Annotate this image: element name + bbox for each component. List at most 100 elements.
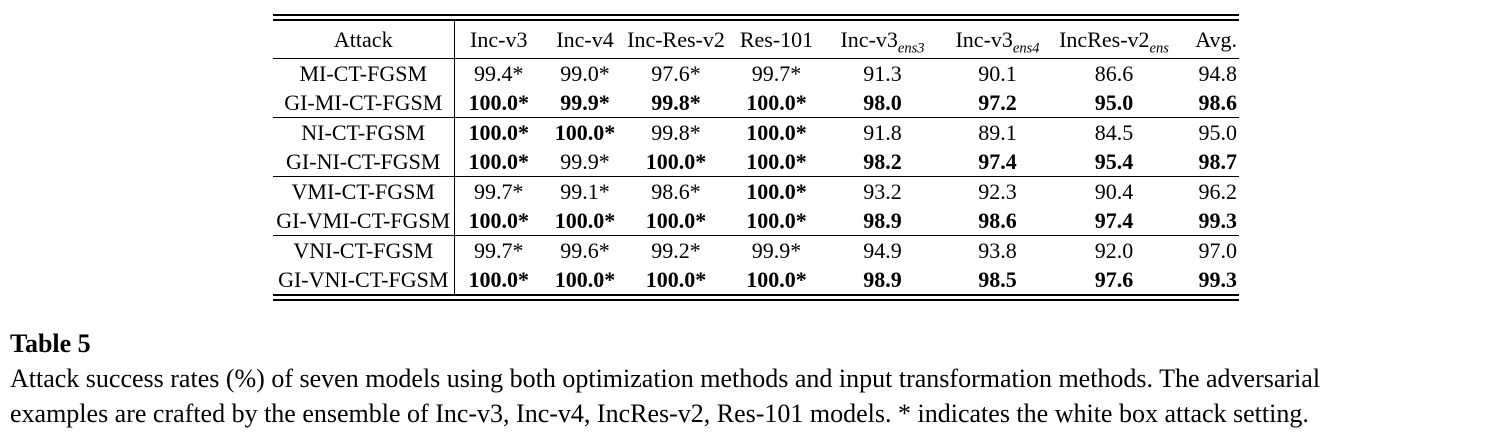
value-cell-inc-v3-ens3: 91.8 [863, 119, 902, 145]
value-cell-incres-v2-ens: 95.0 [1094, 89, 1134, 115]
value-cell-inc-v4: 99.1* [560, 178, 610, 204]
value-cell-res-101: 100.0* [746, 178, 807, 204]
value-cell-inc-v3-ens3: 98.0 [863, 89, 902, 115]
caption-line-2: examples are crafted by the ensemble of … [10, 399, 1309, 428]
value-cell-avg: 99.3 [1198, 266, 1238, 292]
value-cell-inc-res-v2: 99.2* [651, 237, 701, 263]
value-cell-incres-v2-ens: 92.0 [1094, 237, 1134, 263]
value-cell-inc-v4: 99.6* [560, 237, 610, 263]
attack-group-1: MI-CT-FGSM 99.4* 99.0* 97.6* 99.7* 91.3 90.1 86… [273, 58, 1239, 118]
value-cell-inc-v4: 99.9* [560, 89, 610, 115]
col-header-incres-v2-ens: IncRes-v2ens [1059, 26, 1169, 56]
value-cell-res-101: 99.9* [751, 237, 802, 263]
col-header-inc-v3-ens3: Inc-v3ens3 [840, 26, 925, 56]
value-cell-res-101: 100.0* [746, 207, 807, 233]
value-cell-res-101: 100.0* [746, 266, 807, 292]
value-cell-avg: 98.6 [1198, 89, 1238, 115]
value-cell-inc-v3-ens4: 97.4 [978, 148, 1017, 174]
value-cell-inc-v3: 99.7* [474, 237, 524, 263]
value-cell-inc-v3-ens3: 98.9 [863, 266, 902, 292]
value-cell-inc-v3-ens4: 89.1 [978, 119, 1017, 145]
value-cell-inc-v3-ens4: 97.2 [978, 89, 1017, 115]
col-header-inc-v3-ens4: Inc-v3ens4 [955, 26, 1040, 56]
value-cell-inc-v3-ens4: 93.8 [978, 237, 1017, 263]
value-cell-res-101: 100.0* [746, 119, 807, 145]
value-cell-inc-v3-ens3: 91.3 [863, 60, 902, 86]
value-cell-inc-res-v2: 100.0* [645, 207, 707, 233]
value-cell-avg: 97.0 [1198, 237, 1238, 263]
value-cell-inc-res-v2: 100.0* [645, 266, 707, 292]
table-row: MI-CT-FGSM 99.4* 99.0* 97.6* 99.7* 91.3 90.1 86… [273, 58, 1239, 88]
value-cell-incres-v2-ens: 97.4 [1094, 207, 1134, 233]
col-header-inc-res-v2: Inc-Res-v2 [627, 26, 725, 52]
table-row: GI-VNI-CT-FGSM 100.0* 100.0* 100.0* 100.0* 98… [273, 265, 1239, 294]
col-header-avg: Avg. [1195, 26, 1237, 52]
value-cell-inc-v3-ens3: 98.9 [863, 207, 902, 233]
value-cell-inc-v3: 100.0* [468, 119, 530, 145]
table-row: NI-CT-FGSM 100.0* 100.0* 99.8* 100.0* 91.8 89.… [273, 117, 1239, 147]
value-cell-inc-v4: 99.9* [560, 148, 610, 174]
col-header-subscript: ens3 [897, 39, 925, 56]
col-header-attack: Attack [273, 21, 455, 59]
table-caption: Table 5 Attack success rates (%) of seve… [10, 326, 1500, 431]
value-cell-res-101: 99.7* [751, 60, 802, 86]
value-cell-inc-v4: 100.0* [554, 266, 616, 292]
value-cell-inc-v3-ens3: 98.2 [863, 148, 902, 174]
value-cell-inc-v3: 99.4* [474, 60, 524, 86]
value-cell-inc-v3: 100.0* [468, 89, 530, 115]
col-header-subscript: ens4 [1012, 39, 1040, 56]
attack-name-cell: GI-VNI-CT-FGSM [273, 265, 455, 294]
value-cell-inc-v3-ens3: 94.9 [863, 237, 902, 263]
value-cell-incres-v2-ens: 90.4 [1094, 178, 1134, 204]
value-cell-inc-res-v2: 98.6* [651, 178, 701, 204]
attack-group-3: VMI-CT-FGSM 99.7* 99.1* 98.6* 100.0* 93.2 92.3… [273, 176, 1239, 236]
attack-name-cell: VMI-CT-FGSM [273, 176, 455, 206]
value-cell-inc-v3: 100.0* [468, 207, 530, 233]
value-cell-avg: 95.0 [1198, 119, 1238, 145]
value-cell-inc-v4: 100.0* [554, 119, 616, 145]
value-cell-inc-v3-ens4: 98.5 [978, 266, 1017, 292]
value-cell-inc-res-v2: 99.8* [651, 89, 701, 115]
value-cell-inc-v3-ens4: 92.3 [978, 178, 1017, 204]
col-header-inc-v3: Inc-v3 [470, 26, 528, 52]
col-header-inc-v4: Inc-v4 [556, 26, 614, 52]
attack-group-4: VNI-CT-FGSM 99.7* 99.6* 99.2* 99.9* 94.9 93.8 9… [273, 235, 1239, 294]
header-row: Attack Inc-v3 Inc-v4 Inc-Res-v2 Res-101 Inc-v… [273, 21, 1239, 59]
value-cell-inc-v3-ens4: 90.1 [978, 60, 1017, 86]
value-cell-inc-v3-ens4: 98.6 [978, 207, 1017, 233]
attack-name-cell: GI-VMI-CT-FGSM [273, 206, 455, 236]
value-cell-inc-v3-ens3: 93.2 [863, 178, 902, 204]
table-top-rule [273, 14, 1239, 21]
attack-name-cell: GI-MI-CT-FGSM [273, 88, 455, 118]
value-cell-inc-res-v2: 99.8* [651, 119, 701, 145]
attack-group-2: NI-CT-FGSM 100.0* 100.0* 99.8* 100.0* 91.8 89.… [273, 117, 1239, 177]
value-cell-inc-res-v2: 100.0* [645, 148, 707, 174]
attack-name-cell: GI-NI-CT-FGSM [273, 147, 455, 177]
value-cell-avg: 98.7 [1198, 148, 1238, 174]
value-cell-avg: 94.8 [1198, 60, 1238, 86]
results-table-container: Attack Inc-v3 Inc-v4 Inc-Res-v2 Res-101 Inc-v… [273, 14, 1239, 301]
value-cell-inc-v4: 99.0* [560, 60, 610, 86]
value-cell-avg: 99.3 [1198, 207, 1238, 233]
value-cell-inc-v3: 99.7* [474, 178, 524, 204]
value-cell-avg: 96.2 [1198, 178, 1238, 204]
table-row: VMI-CT-FGSM 99.7* 99.1* 98.6* 100.0* 93.2 92.3… [273, 176, 1239, 206]
caption-title: Table 5 [10, 329, 91, 358]
results-table: Attack Inc-v3 Inc-v4 Inc-Res-v2 Res-101 Inc-v… [273, 21, 1239, 294]
col-header-res-101: Res-101 [739, 26, 814, 52]
value-cell-incres-v2-ens: 86.6 [1094, 60, 1134, 86]
value-cell-incres-v2-ens: 97.6 [1094, 266, 1134, 292]
table-row: GI-VMI-CT-FGSM 100.0* 100.0* 100.0* 100.0* 98… [273, 206, 1239, 236]
attack-name-cell: VNI-CT-FGSM [273, 235, 455, 265]
value-cell-res-101: 100.0* [746, 89, 807, 115]
table-row: VNI-CT-FGSM 99.7* 99.6* 99.2* 99.9* 94.9 93.8 9… [273, 235, 1239, 265]
table-bottom-rule [273, 294, 1239, 301]
value-cell-inc-v3: 100.0* [468, 266, 530, 292]
attack-name-cell: NI-CT-FGSM [273, 117, 455, 147]
value-cell-incres-v2-ens: 84.5 [1094, 119, 1134, 145]
value-cell-inc-v3: 100.0* [468, 148, 530, 174]
value-cell-inc-v4: 100.0* [554, 207, 616, 233]
value-cell-res-101: 100.0* [746, 148, 807, 174]
caption-line-1: Attack success rates (%) of seven models… [10, 364, 1321, 393]
col-header-subscript: ens [1149, 39, 1169, 56]
